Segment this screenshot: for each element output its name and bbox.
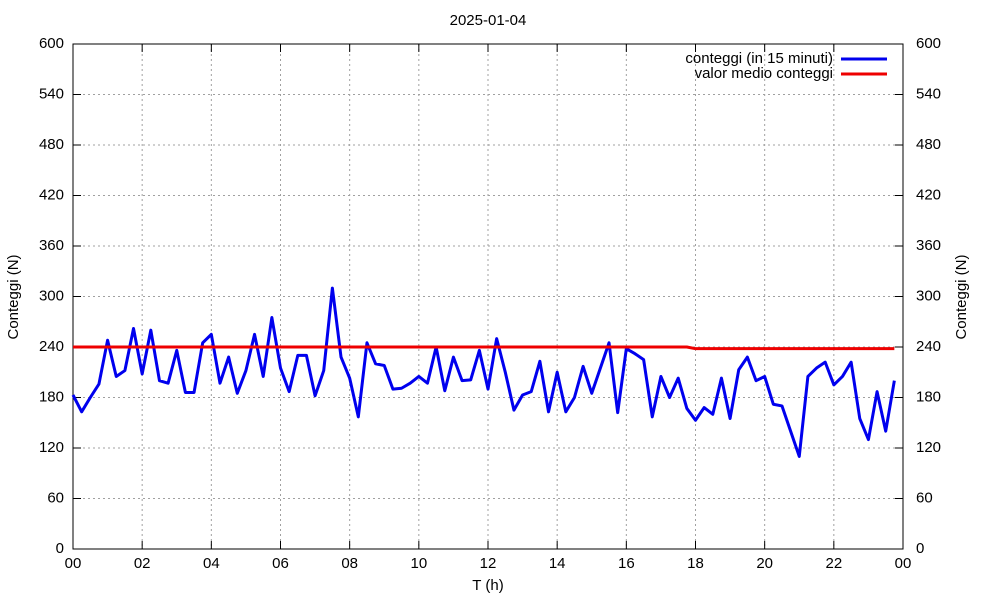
- y-tick-label: 180: [39, 388, 64, 405]
- y-tick-label: 120: [39, 439, 64, 456]
- x-tick-label: 08: [341, 555, 358, 572]
- y2-tick-label: 420: [916, 186, 941, 203]
- x-tick-label: 14: [549, 555, 566, 572]
- y-tick-label: 420: [39, 186, 64, 203]
- x-tick-label: 06: [272, 555, 289, 572]
- x-tick-label: 18: [687, 555, 704, 572]
- y2-tick-label: 360: [916, 237, 941, 254]
- y2-tick-label: 60: [916, 489, 933, 506]
- plot-border: [72, 43, 904, 550]
- y-tick-label: 60: [47, 489, 64, 506]
- x-tick-label: 12: [480, 555, 497, 572]
- x-tick-label: 04: [203, 555, 220, 572]
- x-tick-label: 00: [895, 555, 912, 572]
- y2-tick-label: 0: [916, 540, 924, 557]
- chart-title: 2025-01-04: [450, 12, 527, 29]
- y-tick-label: 360: [39, 237, 64, 254]
- y2-tick-label: 240: [916, 338, 941, 355]
- y-tick-label: 300: [39, 287, 64, 304]
- x-tick-label: 02: [134, 555, 151, 572]
- y2-tick-label: 120: [916, 439, 941, 456]
- y2-tick-label: 480: [916, 136, 941, 153]
- legend-label: conteggi (in 15 minuti): [685, 50, 833, 67]
- x-tick-label: 16: [618, 555, 635, 572]
- x-tick-label: 10: [410, 555, 427, 572]
- y-tick-label: 240: [39, 338, 64, 355]
- y-tick-label: 540: [39, 85, 64, 102]
- y-tick-label: 600: [39, 35, 64, 52]
- y-tick-label: 480: [39, 136, 64, 153]
- y-tick-label: 0: [56, 540, 64, 557]
- x-tick-label: 22: [825, 555, 842, 572]
- series-line: [71, 286, 896, 458]
- y-axis-label: Conteggi (N): [5, 254, 22, 339]
- legend-label: valor medio conteggi: [695, 65, 833, 82]
- x-axis-label: T (h): [472, 577, 503, 594]
- x-tick-label: 20: [756, 555, 773, 572]
- x-tick-label: 00: [65, 555, 82, 572]
- y2-tick-label: 180: [916, 388, 941, 405]
- y2-tick-label: 540: [916, 85, 941, 102]
- y2-tick-label: 600: [916, 35, 941, 52]
- y2-axis-label: Conteggi (N): [953, 254, 970, 339]
- y2-tick-label: 300: [916, 287, 941, 304]
- series-line: [73, 345, 895, 351]
